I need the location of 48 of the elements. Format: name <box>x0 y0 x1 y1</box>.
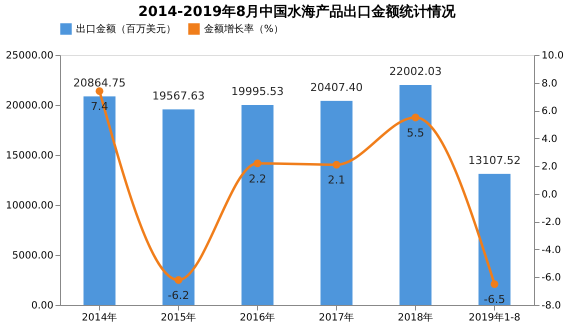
chart-title: 2014-2019年8月中国水海产品出口金额统计情况 <box>138 3 457 20</box>
data-label: -6.2 <box>168 289 190 302</box>
point <box>332 160 340 169</box>
data-label: 2.2 <box>248 172 266 186</box>
data-label: 19995.53 <box>231 85 284 98</box>
point <box>254 159 262 168</box>
bar <box>478 174 510 305</box>
data-label: 13107.52 <box>468 154 521 167</box>
y2-tick-label: 0.0 <box>542 189 558 200</box>
x-tick-label: 2019年1-8 <box>468 312 520 324</box>
point <box>412 114 420 122</box>
legend-label: 出口金额（百万美元） <box>76 23 176 35</box>
y-tick-label: 15000.00 <box>6 150 54 162</box>
x-tick-label: 2016年 <box>240 312 276 324</box>
bar <box>242 105 274 305</box>
bar <box>84 96 116 305</box>
data-label: 19567.63 <box>152 89 205 102</box>
y-tick-label: 5000.00 <box>12 250 54 262</box>
y2-tick-label: 6.0 <box>542 106 558 118</box>
y2-tick-label: 2.0 <box>542 162 558 173</box>
y2-tick-label: -8.0 <box>542 300 562 312</box>
y-tick-label: 20000.00 <box>6 100 54 112</box>
bar <box>320 100 352 305</box>
point <box>96 87 104 95</box>
data-label: 20864.75 <box>73 76 126 90</box>
y-tick-label: 10000.00 <box>6 200 54 212</box>
point <box>490 280 498 288</box>
x-tick-label: 2014年 <box>82 312 118 324</box>
legend-label: 金额增长率（%） <box>204 23 284 35</box>
y-tick-label: 0.00 <box>31 300 54 312</box>
y2-tick-label: 10.0 <box>542 50 564 62</box>
y2-tick-label: -4.0 <box>542 244 562 256</box>
bar <box>162 109 194 305</box>
bar <box>400 84 432 305</box>
x-tick-label: 2017年 <box>318 312 354 324</box>
y-tick-label: 25000.00 <box>6 50 54 62</box>
y2-tick-label: 8.0 <box>542 78 558 90</box>
point <box>174 276 182 284</box>
data-label: 5.5 <box>406 126 424 140</box>
y2-tick-label: -6.0 <box>542 272 562 284</box>
y2-tick-label: 4.0 <box>542 134 558 145</box>
data-label: 20407.40 <box>310 80 363 94</box>
x-tick-label: 2018年 <box>398 312 434 324</box>
data-label: 22002.03 <box>389 64 442 78</box>
y2-tick-label: -2.0 <box>542 217 562 228</box>
data-label: -6.5 <box>484 293 506 306</box>
x-tick-label: 2015年 <box>160 312 196 324</box>
data-label: 2.1 <box>328 174 346 187</box>
